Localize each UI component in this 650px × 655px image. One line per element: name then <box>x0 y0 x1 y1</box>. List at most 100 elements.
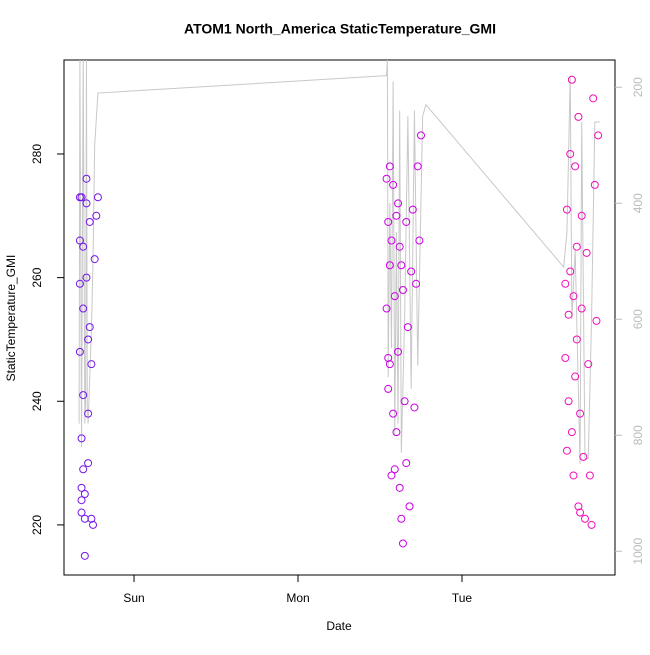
point <box>77 193 86 202</box>
point <box>400 397 409 406</box>
point <box>390 292 399 301</box>
point <box>415 236 424 245</box>
point <box>382 304 391 313</box>
point <box>589 94 598 103</box>
point <box>571 162 580 171</box>
point <box>590 180 599 189</box>
point <box>384 217 393 226</box>
point <box>397 514 406 523</box>
y2-tick-label: 1000 <box>631 538 645 565</box>
point <box>569 471 578 480</box>
point <box>84 459 93 468</box>
point <box>93 193 102 202</box>
point <box>592 316 601 325</box>
point <box>580 514 589 523</box>
y-tick-label: 260 <box>30 267 44 287</box>
point <box>410 403 419 412</box>
point <box>567 428 576 437</box>
point <box>569 292 578 301</box>
point <box>574 112 583 121</box>
point <box>390 465 399 474</box>
point <box>77 508 86 517</box>
point <box>594 131 603 140</box>
point <box>385 360 394 369</box>
plot-area <box>75 60 603 560</box>
point <box>584 360 593 369</box>
point <box>403 323 412 332</box>
point <box>92 211 101 220</box>
y-tick-label: 220 <box>30 515 44 535</box>
point <box>566 149 575 158</box>
point <box>402 217 411 226</box>
y2-tick-label: 800 <box>631 425 645 445</box>
y2-tick-label: 600 <box>631 309 645 329</box>
point <box>572 335 581 344</box>
point <box>394 199 403 208</box>
point <box>564 397 573 406</box>
point <box>561 353 570 362</box>
point <box>385 261 394 270</box>
point <box>407 267 416 276</box>
point <box>82 174 91 183</box>
y2-tick-label: 200 <box>631 77 645 97</box>
point <box>408 205 417 214</box>
point <box>82 199 91 208</box>
point <box>82 273 91 282</box>
point <box>582 248 591 257</box>
point <box>80 490 89 499</box>
point <box>80 551 89 560</box>
point <box>79 304 88 313</box>
point <box>395 483 404 492</box>
point <box>84 335 93 344</box>
point <box>387 236 396 245</box>
point <box>577 211 586 220</box>
point <box>572 242 581 251</box>
point <box>384 384 393 393</box>
point <box>561 279 570 288</box>
point <box>85 323 94 332</box>
point <box>579 452 588 461</box>
point <box>576 409 585 418</box>
point <box>75 347 84 356</box>
point <box>85 217 94 226</box>
point <box>402 459 411 468</box>
point <box>392 211 401 220</box>
point <box>77 434 86 443</box>
point <box>389 180 398 189</box>
point <box>562 446 571 455</box>
line <box>78 60 600 465</box>
point <box>397 261 406 270</box>
point <box>387 471 396 480</box>
point <box>90 255 99 264</box>
point <box>562 205 571 214</box>
plot-frame <box>63 59 616 576</box>
x-tick-label: Tue <box>452 591 473 605</box>
y-tick-label: 240 <box>30 391 44 411</box>
x-axis-label: Date <box>326 619 352 633</box>
point <box>567 75 576 84</box>
chart-title: ATOM1 North_America StaticTemperature_GM… <box>184 21 496 37</box>
y-axis-label: StaticTemperature_GMI <box>4 255 18 382</box>
y-tick-label: 280 <box>30 144 44 164</box>
point <box>87 360 96 369</box>
point <box>417 131 426 140</box>
point <box>395 242 404 251</box>
point <box>75 236 84 245</box>
point <box>413 162 422 171</box>
point <box>89 520 98 529</box>
y2-tick-label: 400 <box>631 193 645 213</box>
point <box>587 520 596 529</box>
point <box>79 391 88 400</box>
point <box>77 496 86 505</box>
point <box>566 267 575 276</box>
point <box>79 242 88 251</box>
point <box>394 347 403 356</box>
point <box>80 514 89 523</box>
point <box>382 174 391 183</box>
point <box>79 465 88 474</box>
point <box>585 471 594 480</box>
point <box>564 310 573 319</box>
point <box>412 279 421 288</box>
x-tick-label: Sun <box>123 591 144 605</box>
x-tick-label: Mon <box>286 591 309 605</box>
